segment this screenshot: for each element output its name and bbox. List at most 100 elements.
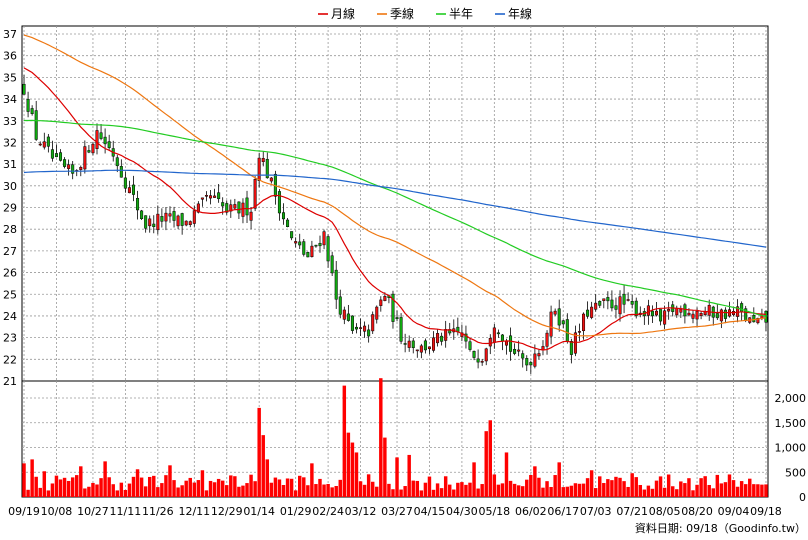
candle-body (302, 241, 306, 255)
volume-bar (675, 489, 679, 497)
volume-tick-label: 1,000 (775, 442, 807, 455)
price-tick-label: 33 (3, 115, 17, 128)
candle-body (577, 331, 581, 333)
candle-body (391, 293, 395, 322)
volume-bar (411, 480, 415, 497)
volume-bar (318, 478, 322, 497)
x-tick-label: 06/02 (515, 505, 547, 518)
candle-body (136, 198, 140, 211)
candle-body (265, 158, 269, 179)
volume-bar (545, 481, 549, 497)
candle-body (131, 184, 136, 195)
volume-bar (593, 488, 598, 497)
x-tick-label: 03/27 (381, 505, 413, 518)
candle-body (480, 361, 484, 363)
legend-label: 年線 (508, 6, 532, 21)
candle-body (233, 204, 237, 209)
volume-bar (537, 477, 541, 497)
volume-bar (423, 482, 428, 497)
volume-bar (435, 483, 440, 497)
candle-body (79, 166, 83, 170)
candle-body (38, 143, 42, 146)
volume-bar (488, 420, 493, 497)
candle-body (338, 296, 342, 315)
candle-body (99, 132, 103, 139)
volume-bar (679, 481, 683, 497)
volume-bar (723, 482, 728, 497)
ma-year-line (23, 169, 767, 248)
price-tick-label: 25 (3, 288, 17, 301)
x-tick-label: 12/11 (178, 505, 210, 518)
candle-body (419, 345, 423, 353)
volume-bar (764, 484, 768, 497)
candle-body (103, 136, 107, 145)
x-tick-label: 01/29 (280, 505, 312, 518)
volume-bar (26, 489, 30, 497)
volume-bar (330, 487, 334, 497)
candle-body (164, 212, 168, 222)
volume-bar (541, 487, 545, 497)
candle-body (590, 306, 594, 318)
candle-body (488, 338, 492, 347)
volume-bar (456, 482, 460, 497)
x-tick-label: 08/20 (681, 505, 713, 518)
candle-body (723, 309, 727, 319)
candle-body (399, 317, 403, 342)
volume-bar (50, 483, 55, 497)
volume-bar (241, 485, 245, 497)
candle-body (294, 241, 298, 244)
volume-bar (354, 452, 359, 497)
candle-body (367, 329, 371, 337)
candle-body (440, 335, 444, 342)
volume-bar (350, 442, 355, 497)
volume-bar (172, 480, 176, 497)
candle-body (354, 326, 358, 330)
volume-bar (180, 485, 184, 497)
candle-body (654, 310, 659, 316)
volume-bar (654, 480, 659, 497)
volume-bar (131, 476, 136, 497)
legend: 月線 季線 半年 年線 (318, 6, 532, 21)
source-label: 資料日期: 09/18（Goodinfo.tw） (635, 521, 806, 535)
volume-bar (115, 490, 120, 497)
candle-body (257, 157, 261, 181)
price-tick-label: 32 (3, 136, 17, 149)
candle-body (496, 332, 500, 335)
volume-bar (188, 477, 192, 497)
candle-body (330, 255, 334, 274)
candle-body (245, 197, 249, 216)
volume-bar (577, 483, 582, 497)
volume-bar (54, 475, 59, 497)
x-tick-label: 11/26 (142, 505, 174, 518)
volume-bar (670, 486, 675, 497)
candle-body (626, 299, 630, 301)
price-panel: 21 22 23 24 25 26 27 28 29 30 31 32 33 34 35 36 37 (3, 25, 769, 388)
candle-body (277, 191, 281, 214)
candle-body (221, 202, 225, 207)
price-tick-label: 35 (3, 71, 17, 84)
candle-body (241, 202, 245, 217)
volume-bar (123, 489, 128, 497)
volume-bar (229, 475, 233, 497)
candle-body (54, 153, 58, 158)
candle-body (209, 195, 213, 199)
volume-bar (695, 484, 699, 497)
volume-bar (529, 475, 533, 497)
volume-bar (192, 482, 197, 497)
price-tick-label: 23 (3, 332, 17, 345)
volume-bar (366, 474, 371, 497)
candle-body (740, 303, 744, 313)
candle-body (513, 348, 517, 354)
volume-bar (525, 479, 529, 497)
candle-body (602, 298, 606, 301)
x-tick-label: 04/15 (414, 505, 446, 518)
candle-body (699, 313, 703, 317)
volume-bar (504, 452, 509, 497)
legend-label: 半年 (449, 7, 473, 21)
volume-bar (520, 486, 525, 497)
candle-body (363, 325, 367, 332)
price-tick-label: 27 (3, 245, 17, 258)
x-tick-label: 06/17 (547, 505, 579, 518)
x-tick-label: 11/11 (110, 505, 142, 518)
volume-bar (581, 483, 586, 497)
